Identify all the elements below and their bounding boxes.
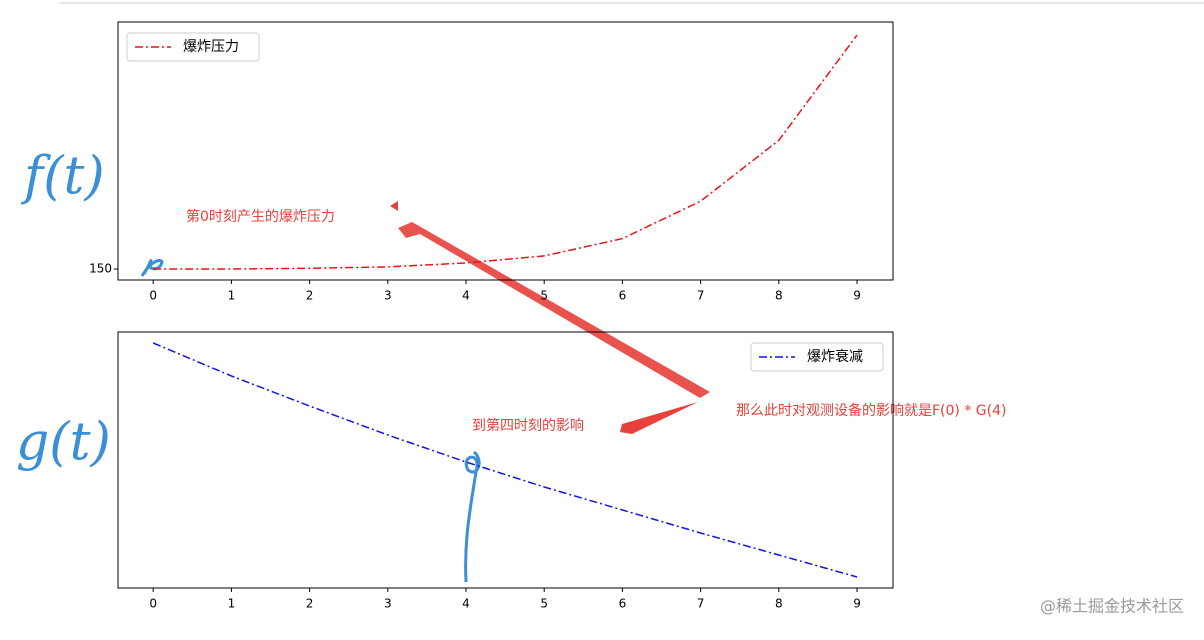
x-tick-label: 3 <box>384 597 392 611</box>
watermark: @稀土掘金技术社区 <box>1040 597 1184 616</box>
legend-box <box>750 342 884 372</box>
arrow-tip <box>390 201 398 211</box>
x-tick-label: 9 <box>853 597 861 611</box>
x-tick-label: 0 <box>149 289 157 303</box>
x-tick-label: 9 <box>853 289 861 303</box>
x-tick-label: 0 <box>149 597 157 611</box>
x-tick-label: 6 <box>619 597 627 611</box>
annotation: 那么此时对观测设备的影响就是F(0) * G(4) <box>736 402 1006 419</box>
x-tick-label: 2 <box>306 289 314 303</box>
handwritten-label: f(t) <box>20 147 105 207</box>
arrow <box>398 222 710 398</box>
handwritten-label: g(t) <box>16 413 111 473</box>
arrow <box>620 402 698 434</box>
x-tick-label: 6 <box>619 289 627 303</box>
x-tick-label: 5 <box>540 597 548 611</box>
y-tick-label: 150 <box>89 262 112 276</box>
legend-label: 爆炸衰减 <box>807 348 863 365</box>
x-tick-label: 7 <box>697 597 705 611</box>
annotation: 到第四时刻的影响 <box>472 417 584 434</box>
legend-label: 爆炸压力 <box>183 39 239 55</box>
x-tick-label: 1 <box>228 289 236 303</box>
plot-frame <box>117 21 894 281</box>
x-tick-label: 8 <box>775 597 783 611</box>
x-tick-label: 1 <box>228 597 236 611</box>
x-tick-label: 4 <box>462 289 470 303</box>
data-line <box>152 342 858 578</box>
x-tick-label: 5 <box>540 289 548 303</box>
x-tick-label: 3 <box>384 289 392 303</box>
x-tick-label: 4 <box>462 597 470 611</box>
data-line <box>153 34 858 270</box>
plot-frame <box>117 331 894 589</box>
x-tick-label: 8 <box>775 289 783 303</box>
scribble <box>464 450 481 583</box>
legend-box <box>126 32 260 62</box>
x-tick-label: 2 <box>306 597 314 611</box>
x-tick-label: 7 <box>697 289 705 303</box>
annotation: 第0时刻产生的爆炸压力 <box>186 208 335 225</box>
